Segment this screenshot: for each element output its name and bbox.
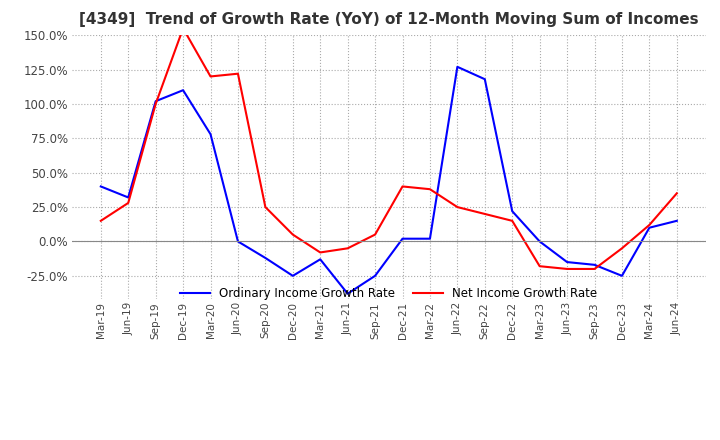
Net Income Growth Rate [672,191,681,196]
Net Income Growth Rate [508,218,516,224]
Net Income Growth Rate [426,187,434,192]
Ordinary Income Growth Rate [179,88,187,93]
Ordinary Income Growth Rate [398,236,407,241]
Net Income Growth Rate [590,266,599,271]
Line: Ordinary Income Growth Rate: Ordinary Income Growth Rate [101,67,677,294]
Net Income Growth Rate [151,101,160,106]
Ordinary Income Growth Rate [672,218,681,224]
Title: [4349]  Trend of Growth Rate (YoY) of 12-Month Moving Sum of Incomes: [4349] Trend of Growth Rate (YoY) of 12-… [79,12,698,27]
Net Income Growth Rate [289,232,297,237]
Ordinary Income Growth Rate [590,262,599,268]
Net Income Growth Rate [124,200,132,205]
Ordinary Income Growth Rate [96,184,105,189]
Legend: Ordinary Income Growth Rate, Net Income Growth Rate: Ordinary Income Growth Rate, Net Income … [176,282,602,304]
Net Income Growth Rate [261,205,270,210]
Net Income Growth Rate [96,218,105,224]
Net Income Growth Rate [343,246,352,251]
Ordinary Income Growth Rate [563,260,572,265]
Net Income Growth Rate [371,232,379,237]
Ordinary Income Growth Rate [645,225,654,231]
Ordinary Income Growth Rate [151,99,160,104]
Ordinary Income Growth Rate [343,291,352,297]
Net Income Growth Rate [398,184,407,189]
Ordinary Income Growth Rate [536,239,544,244]
Net Income Growth Rate [618,246,626,251]
Line: Net Income Growth Rate: Net Income Growth Rate [101,28,677,269]
Ordinary Income Growth Rate [371,273,379,279]
Net Income Growth Rate [206,74,215,79]
Net Income Growth Rate [536,264,544,269]
Ordinary Income Growth Rate [289,273,297,279]
Ordinary Income Growth Rate [426,236,434,241]
Ordinary Income Growth Rate [233,239,242,244]
Net Income Growth Rate [316,250,325,255]
Ordinary Income Growth Rate [206,132,215,137]
Net Income Growth Rate [233,71,242,76]
Ordinary Income Growth Rate [508,209,516,214]
Net Income Growth Rate [179,26,187,31]
Ordinary Income Growth Rate [261,255,270,260]
Ordinary Income Growth Rate [618,273,626,279]
Net Income Growth Rate [563,266,572,271]
Ordinary Income Growth Rate [453,64,462,70]
Net Income Growth Rate [480,211,489,216]
Ordinary Income Growth Rate [480,77,489,82]
Ordinary Income Growth Rate [316,257,325,262]
Net Income Growth Rate [645,222,654,227]
Ordinary Income Growth Rate [124,195,132,200]
Net Income Growth Rate [453,205,462,210]
